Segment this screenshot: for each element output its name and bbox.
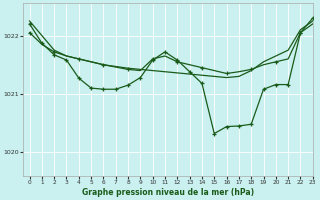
X-axis label: Graphe pression niveau de la mer (hPa): Graphe pression niveau de la mer (hPa) (82, 188, 254, 197)
